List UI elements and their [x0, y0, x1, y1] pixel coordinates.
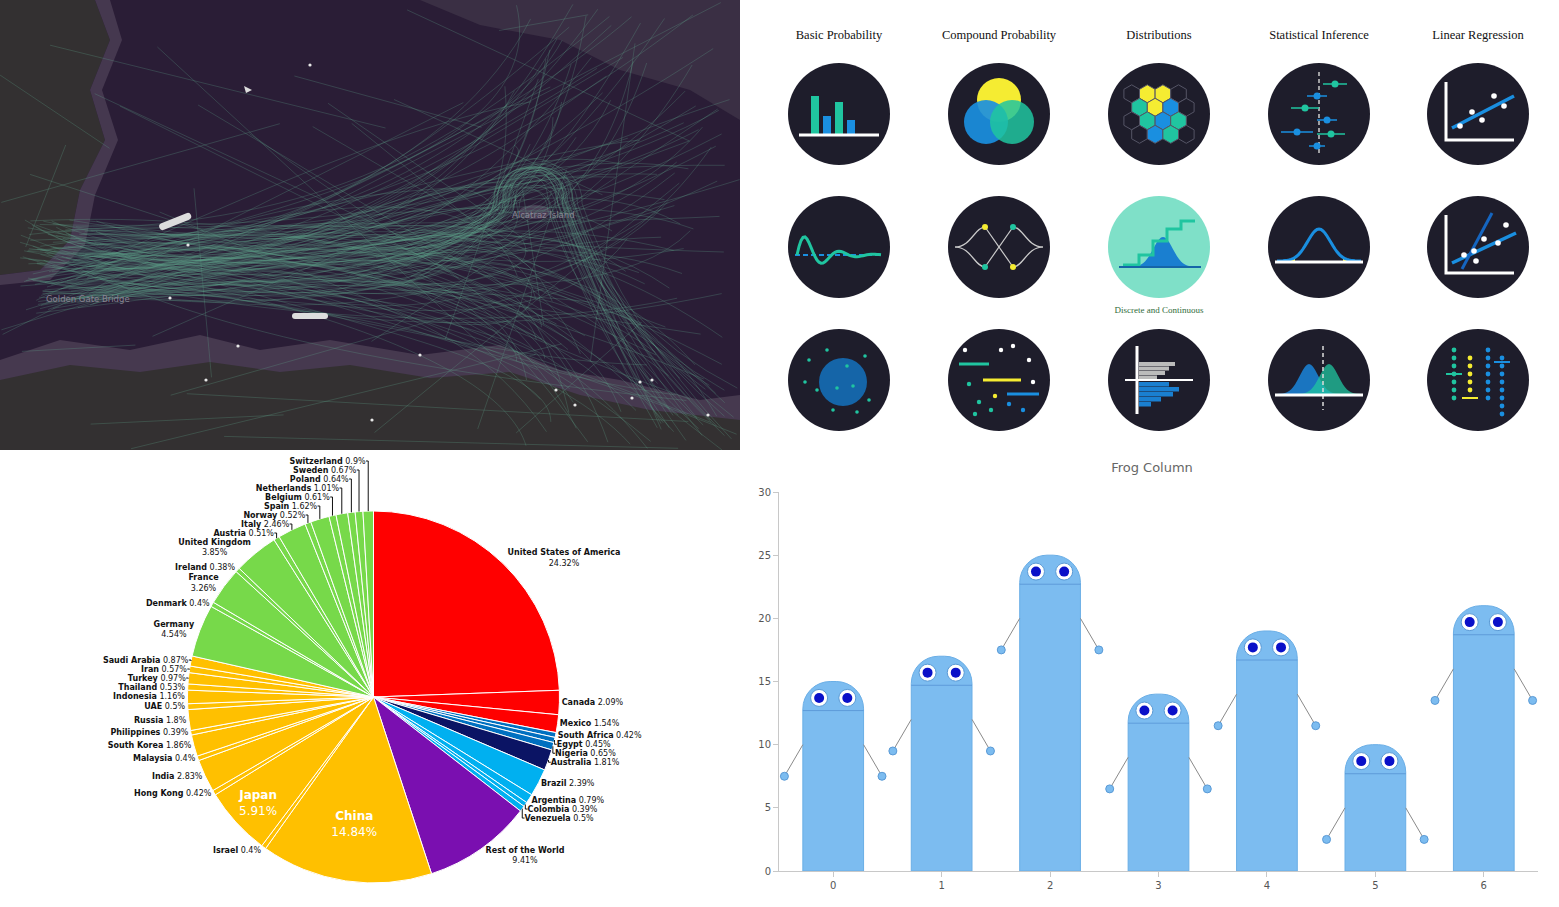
svg-text:Poland 0.64%: Poland 0.64% [290, 475, 349, 484]
svg-text:Germany4.54%: Germany4.54% [154, 620, 195, 639]
svg-text:India 2.83%: India 2.83% [152, 772, 203, 781]
svg-text:1: 1 [938, 880, 944, 891]
svg-text:3: 3 [1155, 880, 1161, 891]
svg-text:France3.26%: France3.26% [188, 573, 219, 592]
svg-text:Italy 2.46%: Italy 2.46% [241, 520, 290, 529]
svg-text:4: 4 [1264, 880, 1270, 891]
svg-text:Ireland 0.38%: Ireland 0.38% [175, 563, 235, 572]
svg-text:Colombia 0.39%: Colombia 0.39% [528, 805, 598, 814]
svg-text:Iran 0.57%: Iran 0.57% [141, 665, 187, 674]
svg-text:2: 2 [1047, 880, 1053, 891]
svg-text:0: 0 [830, 880, 836, 891]
svg-text:United Kingdom3.85%: United Kingdom3.85% [178, 538, 251, 557]
svg-text:15: 15 [758, 676, 771, 687]
svg-text:Spain 1.62%: Spain 1.62% [264, 502, 318, 511]
svg-text:Discrete and Continuous: Discrete and Continuous [1115, 305, 1204, 315]
svg-text:Russia 1.8%: Russia 1.8% [134, 716, 187, 725]
svg-text:Switzerland 0.9%: Switzerland 0.9% [289, 457, 366, 466]
svg-text:Indonesia 1.16%: Indonesia 1.16% [113, 692, 185, 701]
svg-text:Brazil 2.39%: Brazil 2.39% [541, 779, 595, 788]
svg-text:Australia 1.81%: Australia 1.81% [551, 758, 620, 767]
svg-text:Turkey 0.97%: Turkey 0.97% [128, 674, 186, 683]
svg-text:Philippines 0.39%: Philippines 0.39% [110, 728, 188, 737]
svg-text:Mexico 1.54%: Mexico 1.54% [560, 719, 620, 728]
svg-text:Golden Gate Bridge: Golden Gate Bridge [46, 294, 130, 304]
svg-text:5: 5 [765, 802, 771, 813]
svg-text:Canada 2.09%: Canada 2.09% [562, 698, 624, 707]
svg-text:Venezuela 0.5%: Venezuela 0.5% [525, 814, 594, 823]
svg-text:25: 25 [758, 550, 771, 561]
svg-text:10: 10 [758, 739, 771, 750]
svg-text:Thailand 0.53%: Thailand 0.53% [118, 683, 185, 692]
svg-text:30: 30 [758, 487, 771, 498]
svg-text:Argentina 0.79%: Argentina 0.79% [531, 796, 604, 805]
svg-text:UAE 0.5%: UAE 0.5% [144, 702, 185, 711]
svg-text:Austria 0.51%: Austria 0.51% [213, 529, 274, 538]
svg-text:Netherlands 1.01%: Netherlands 1.01% [256, 484, 340, 493]
svg-text:Denmark 0.4%: Denmark 0.4% [146, 599, 210, 608]
svg-text:Israel 0.4%: Israel 0.4% [213, 846, 262, 855]
svg-text:Malaysia 0.4%: Malaysia 0.4% [133, 754, 196, 763]
svg-text:Sweden 0.67%: Sweden 0.67% [293, 466, 357, 475]
svg-text:20: 20 [758, 613, 771, 624]
svg-text:Basic Probability: Basic Probability [796, 28, 883, 42]
svg-text:Compound Probability: Compound Probability [942, 28, 1057, 42]
svg-text:Rest of the World9.41%: Rest of the World9.41% [486, 846, 565, 865]
svg-text:5: 5 [1372, 880, 1378, 891]
svg-text:Frog Column: Frog Column [1111, 460, 1193, 475]
svg-text:Nigeria 0.65%: Nigeria 0.65% [555, 749, 616, 758]
svg-text:Norway 0.52%: Norway 0.52% [243, 511, 305, 520]
svg-text:0: 0 [765, 866, 771, 877]
svg-text:China14.84%: China14.84% [331, 809, 377, 839]
svg-text:South Africa 0.42%: South Africa 0.42% [558, 731, 642, 740]
svg-text:Japan5.91%: Japan5.91% [238, 788, 277, 818]
svg-text:South Korea 1.86%: South Korea 1.86% [108, 741, 192, 750]
svg-text:Egypt 0.45%: Egypt 0.45% [557, 740, 611, 749]
svg-text:Belgium 0.61%: Belgium 0.61% [265, 493, 330, 502]
svg-text:Saudi Arabia 0.87%: Saudi Arabia 0.87% [103, 656, 189, 665]
svg-text:United States of America24.32%: United States of America24.32% [507, 548, 620, 567]
svg-text:Hong Kong 0.42%: Hong Kong 0.42% [134, 789, 212, 798]
svg-text:Linear Regression: Linear Regression [1432, 28, 1524, 42]
svg-text:6: 6 [1481, 880, 1487, 891]
svg-text:Alcatraz Island: Alcatraz Island [512, 210, 575, 220]
svg-text:Distributions: Distributions [1126, 28, 1191, 42]
svg-text:Statistical Inference: Statistical Inference [1269, 28, 1369, 42]
